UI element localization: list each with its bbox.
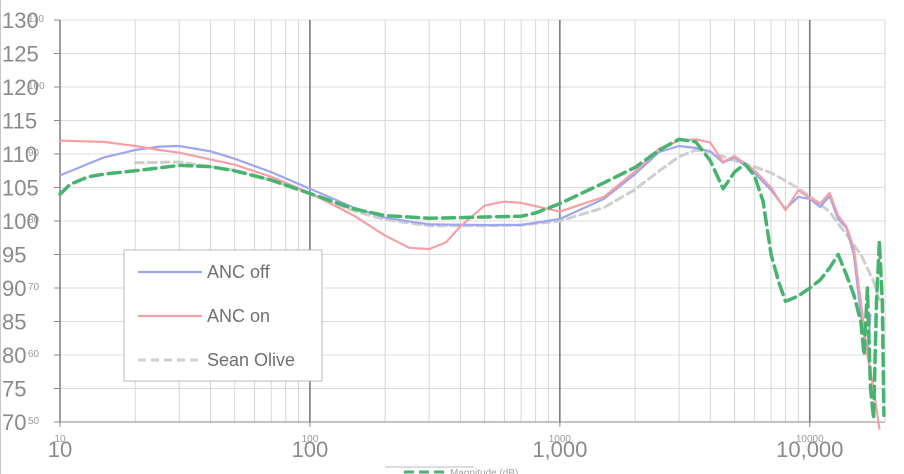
bottom-legend-label: Magnitude (dB) — [450, 468, 518, 474]
y-tick-label: 80 — [2, 343, 26, 368]
y-tick-label: 100 — [2, 209, 39, 234]
y-tick-label: 75 — [2, 377, 26, 402]
y-tick-label: 95 — [2, 243, 26, 268]
series-line-anc-on — [58, 138, 881, 430]
x-tick-label: 100 — [292, 437, 329, 462]
bottom-legend: Magnitude (dB) — [385, 466, 518, 474]
x-small-tick-label: 100 — [302, 434, 319, 445]
legend-label: ANC on — [207, 306, 270, 326]
x-tick-label: 10 — [48, 437, 72, 462]
y-small-tick-labels: 110 100 90 80 70 60 50 — [28, 14, 45, 427]
series-line-anc-off — [58, 144, 872, 357]
y-tick-label: 130 — [2, 8, 39, 33]
x-small-tick-label: 1000 — [549, 434, 572, 445]
legend: ANC off ANC on Sean Olive — [123, 249, 323, 382]
y-tick-label: 105 — [2, 176, 39, 201]
y-small-tick-label: 90 — [28, 148, 40, 159]
y-axis: 130 125 120 115 110 105 100 95 90 85 80 75 70 — [2, 8, 61, 435]
y-small-tick-label: 60 — [28, 349, 40, 360]
x-tick-label: 1,000 — [532, 437, 587, 462]
y-tick-label: 70 — [2, 410, 26, 435]
x-small-tick-label: 10000 — [796, 434, 824, 445]
y-small-tick-label: 110 — [28, 14, 44, 25]
series-lines — [58, 137, 886, 430]
y-small-tick-label: 70 — [28, 282, 40, 293]
legend-label: Sean Olive — [207, 350, 295, 370]
y-tick-label: 110 — [2, 142, 37, 167]
y-small-tick-label: 80 — [28, 215, 40, 226]
x-tick-label: 10,000 — [776, 437, 843, 462]
y-small-tick-label: 50 — [28, 416, 40, 427]
series-line-magnitude-db — [58, 137, 886, 421]
legend-label: ANC off — [207, 262, 271, 282]
y-tick-label: 115 — [2, 109, 37, 134]
y-tick-label: 90 — [2, 276, 26, 301]
y-tick-label: 120 — [2, 75, 39, 100]
y-small-tick-label: 100 — [28, 81, 45, 92]
y-tick-label: 85 — [2, 310, 26, 335]
y-tick-label: 125 — [2, 42, 39, 67]
x-small-tick-label: 10 — [54, 434, 66, 445]
